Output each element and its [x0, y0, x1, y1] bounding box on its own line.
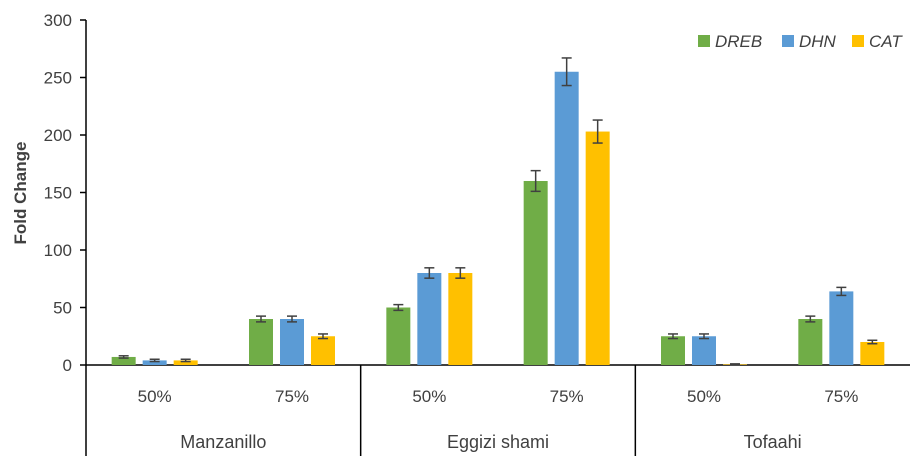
bar-dreb — [111, 356, 136, 365]
bar-dhn — [417, 273, 442, 365]
group-label: Tofaahi — [744, 432, 802, 452]
x-category-label: 50% — [412, 387, 446, 406]
error-bars-layer — [118, 57, 878, 366]
group-label: Eggizi shami — [447, 432, 549, 452]
x-category-label: 75% — [824, 387, 858, 406]
bar-dreb — [249, 319, 273, 365]
y-tick-label: 150 — [44, 184, 72, 203]
axes-layer — [80, 19, 910, 456]
bar-dhn — [554, 71, 579, 365]
bar-dhn — [142, 360, 167, 365]
y-tick-label: 200 — [44, 126, 72, 145]
legend-label-dhn: DHN — [799, 32, 837, 51]
legend-label-cat: CAT — [869, 32, 903, 51]
bars-layer — [111, 71, 885, 365]
y-tick-label: 250 — [44, 69, 72, 88]
bar-dhn — [280, 319, 304, 365]
x-category-label: 50% — [687, 387, 721, 406]
bar-cat — [448, 273, 473, 365]
x-category-label: 50% — [138, 387, 172, 406]
bar-dhn — [829, 291, 854, 365]
bar-cat — [585, 131, 610, 365]
bar-dreb — [798, 319, 823, 365]
group-label: Manzanillo — [180, 432, 266, 452]
bar-cat — [173, 360, 198, 365]
x-category-label: 75% — [275, 387, 309, 406]
bar-cat — [860, 342, 885, 365]
legend-swatch-dhn — [782, 35, 794, 47]
y-axis-title: Fold Change — [11, 142, 30, 245]
bar-cat — [311, 336, 335, 365]
bar-dreb — [661, 336, 685, 365]
y-tick-label: 50 — [53, 299, 72, 318]
legend: DREB DHN CAT — [698, 32, 903, 51]
x-category-label: 75% — [550, 387, 584, 406]
legend-swatch-dreb — [698, 35, 710, 47]
y-tick-label: 100 — [44, 241, 72, 260]
y-tick-label: 300 — [44, 11, 72, 30]
legend-swatch-cat — [852, 35, 864, 47]
y-tick-label: 0 — [63, 356, 72, 375]
bar-dreb — [386, 307, 411, 365]
text-layer: Fold Change 0 50 100 150 200 250 300 Manzanillo… — [11, 11, 858, 452]
legend-label-dreb: DREB — [715, 32, 762, 51]
bar-dhn — [692, 336, 716, 365]
bar-dreb — [523, 181, 548, 365]
